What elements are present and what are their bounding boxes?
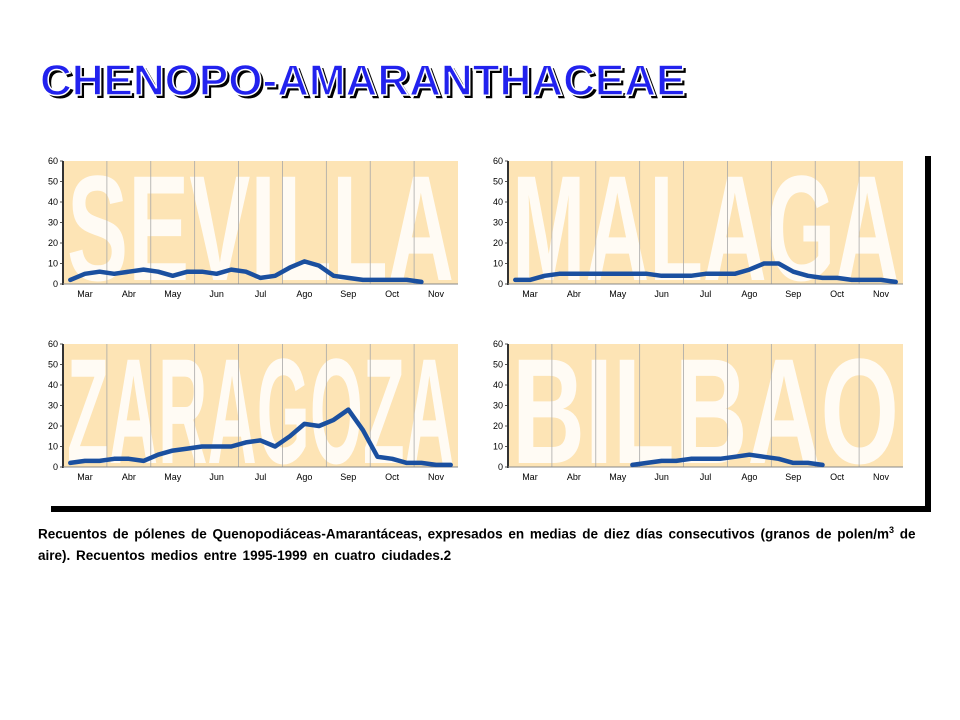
x-tick-label: May	[164, 289, 182, 299]
plot-area	[63, 344, 458, 467]
x-tick-label: Jun	[654, 472, 669, 482]
plot-area	[508, 161, 903, 284]
y-tick-label: 0	[53, 279, 58, 289]
x-tick-label: May	[164, 472, 182, 482]
slide-graphics: CHENOPO-AMARANTHACEAE CHENOPO-AMARANTHAC…	[39, 55, 931, 512]
y-tick-label: 10	[48, 442, 58, 452]
x-tick-label: Sep	[340, 472, 356, 482]
x-tick-label: Jul	[255, 472, 267, 482]
y-tick-label: 30	[48, 401, 58, 411]
caption-sup: 3	[889, 525, 895, 535]
x-tick-label: Abr	[122, 289, 136, 299]
plot-area	[63, 161, 458, 284]
y-tick-label: 50	[493, 177, 503, 187]
x-tick-label: Ago	[296, 472, 312, 482]
x-tick-label: Ago	[741, 472, 757, 482]
y-tick-label: 60	[493, 156, 503, 166]
slide-title: CHENOPO-AMARANTHACEAE	[40, 56, 685, 105]
plot-area	[508, 344, 903, 467]
x-tick-label: Oct	[830, 472, 845, 482]
x-tick-label: Oct	[385, 472, 400, 482]
y-tick-label: 10	[493, 442, 503, 452]
y-tick-label: 30	[48, 218, 58, 228]
city-watermark: MALAGA	[512, 144, 899, 312]
y-tick-label: 10	[493, 259, 503, 269]
title-shadow: CHENOPO-AMARANTHACEAE	[43, 59, 688, 108]
y-tick-label: 60	[48, 339, 58, 349]
city-watermark: SEVILLA	[67, 144, 454, 312]
y-tick-label: 20	[493, 421, 503, 431]
city-watermark: BILBAO	[512, 327, 899, 495]
x-tick-label: Abr	[567, 472, 581, 482]
y-tick-label: 40	[48, 380, 58, 390]
y-tick-label: 20	[48, 421, 58, 431]
y-tick-label: 40	[493, 380, 503, 390]
y-tick-label: 50	[48, 360, 58, 370]
data-line	[68, 407, 453, 468]
x-tick-label: Sep	[785, 472, 801, 482]
caption: Recuentos de pólenes de Quenopodiáceas-A…	[38, 520, 918, 566]
x-tick-label: Mar	[77, 289, 93, 299]
y-tick-label: 20	[48, 238, 58, 248]
y-tick-label: 0	[498, 462, 503, 472]
x-tick-label: May	[609, 289, 627, 299]
city-watermark: ZARAGOZA	[67, 327, 454, 495]
caption-text: de aire). Recuentos medios entre 1995-19…	[38, 526, 916, 563]
x-tick-label: Ago	[741, 289, 757, 299]
x-tick-label: Oct	[830, 289, 845, 299]
caption-text: Recuentos de pólenes de Quenopodiáceas-A…	[38, 526, 890, 542]
x-tick-label: Nov	[428, 472, 445, 482]
y-tick-label: 50	[48, 177, 58, 187]
data-line	[68, 259, 424, 285]
x-tick-label: Abr	[122, 472, 136, 482]
y-tick-label: 60	[48, 156, 58, 166]
x-tick-label: Jul	[255, 289, 267, 299]
x-tick-label: Jun	[209, 472, 224, 482]
data-line	[630, 452, 825, 468]
x-tick-label: Sep	[340, 289, 356, 299]
x-tick-label: Nov	[428, 289, 445, 299]
y-tick-label: 50	[493, 360, 503, 370]
y-tick-label: 10	[48, 259, 58, 269]
y-tick-label: 0	[53, 462, 58, 472]
y-tick-label: 30	[493, 401, 503, 411]
x-tick-label: Mar	[77, 472, 93, 482]
x-tick-label: May	[609, 472, 627, 482]
x-tick-label: Mar	[522, 289, 538, 299]
x-tick-label: Jul	[700, 289, 712, 299]
y-tick-label: 30	[493, 218, 503, 228]
x-tick-label: Oct	[385, 289, 400, 299]
x-tick-label: Jun	[654, 289, 669, 299]
x-tick-label: Sep	[785, 289, 801, 299]
y-tick-label: 60	[493, 339, 503, 349]
x-tick-label: Jun	[209, 289, 224, 299]
y-tick-label: 20	[493, 238, 503, 248]
y-tick-label: 40	[493, 197, 503, 207]
x-tick-label: Nov	[873, 472, 890, 482]
y-tick-label: 40	[48, 197, 58, 207]
x-tick-label: Jul	[700, 472, 712, 482]
data-line	[513, 261, 898, 285]
y-tick-label: 0	[498, 279, 503, 289]
x-tick-label: Mar	[522, 472, 538, 482]
x-tick-label: Abr	[567, 289, 581, 299]
x-tick-label: Ago	[296, 289, 312, 299]
x-tick-label: Nov	[873, 289, 890, 299]
